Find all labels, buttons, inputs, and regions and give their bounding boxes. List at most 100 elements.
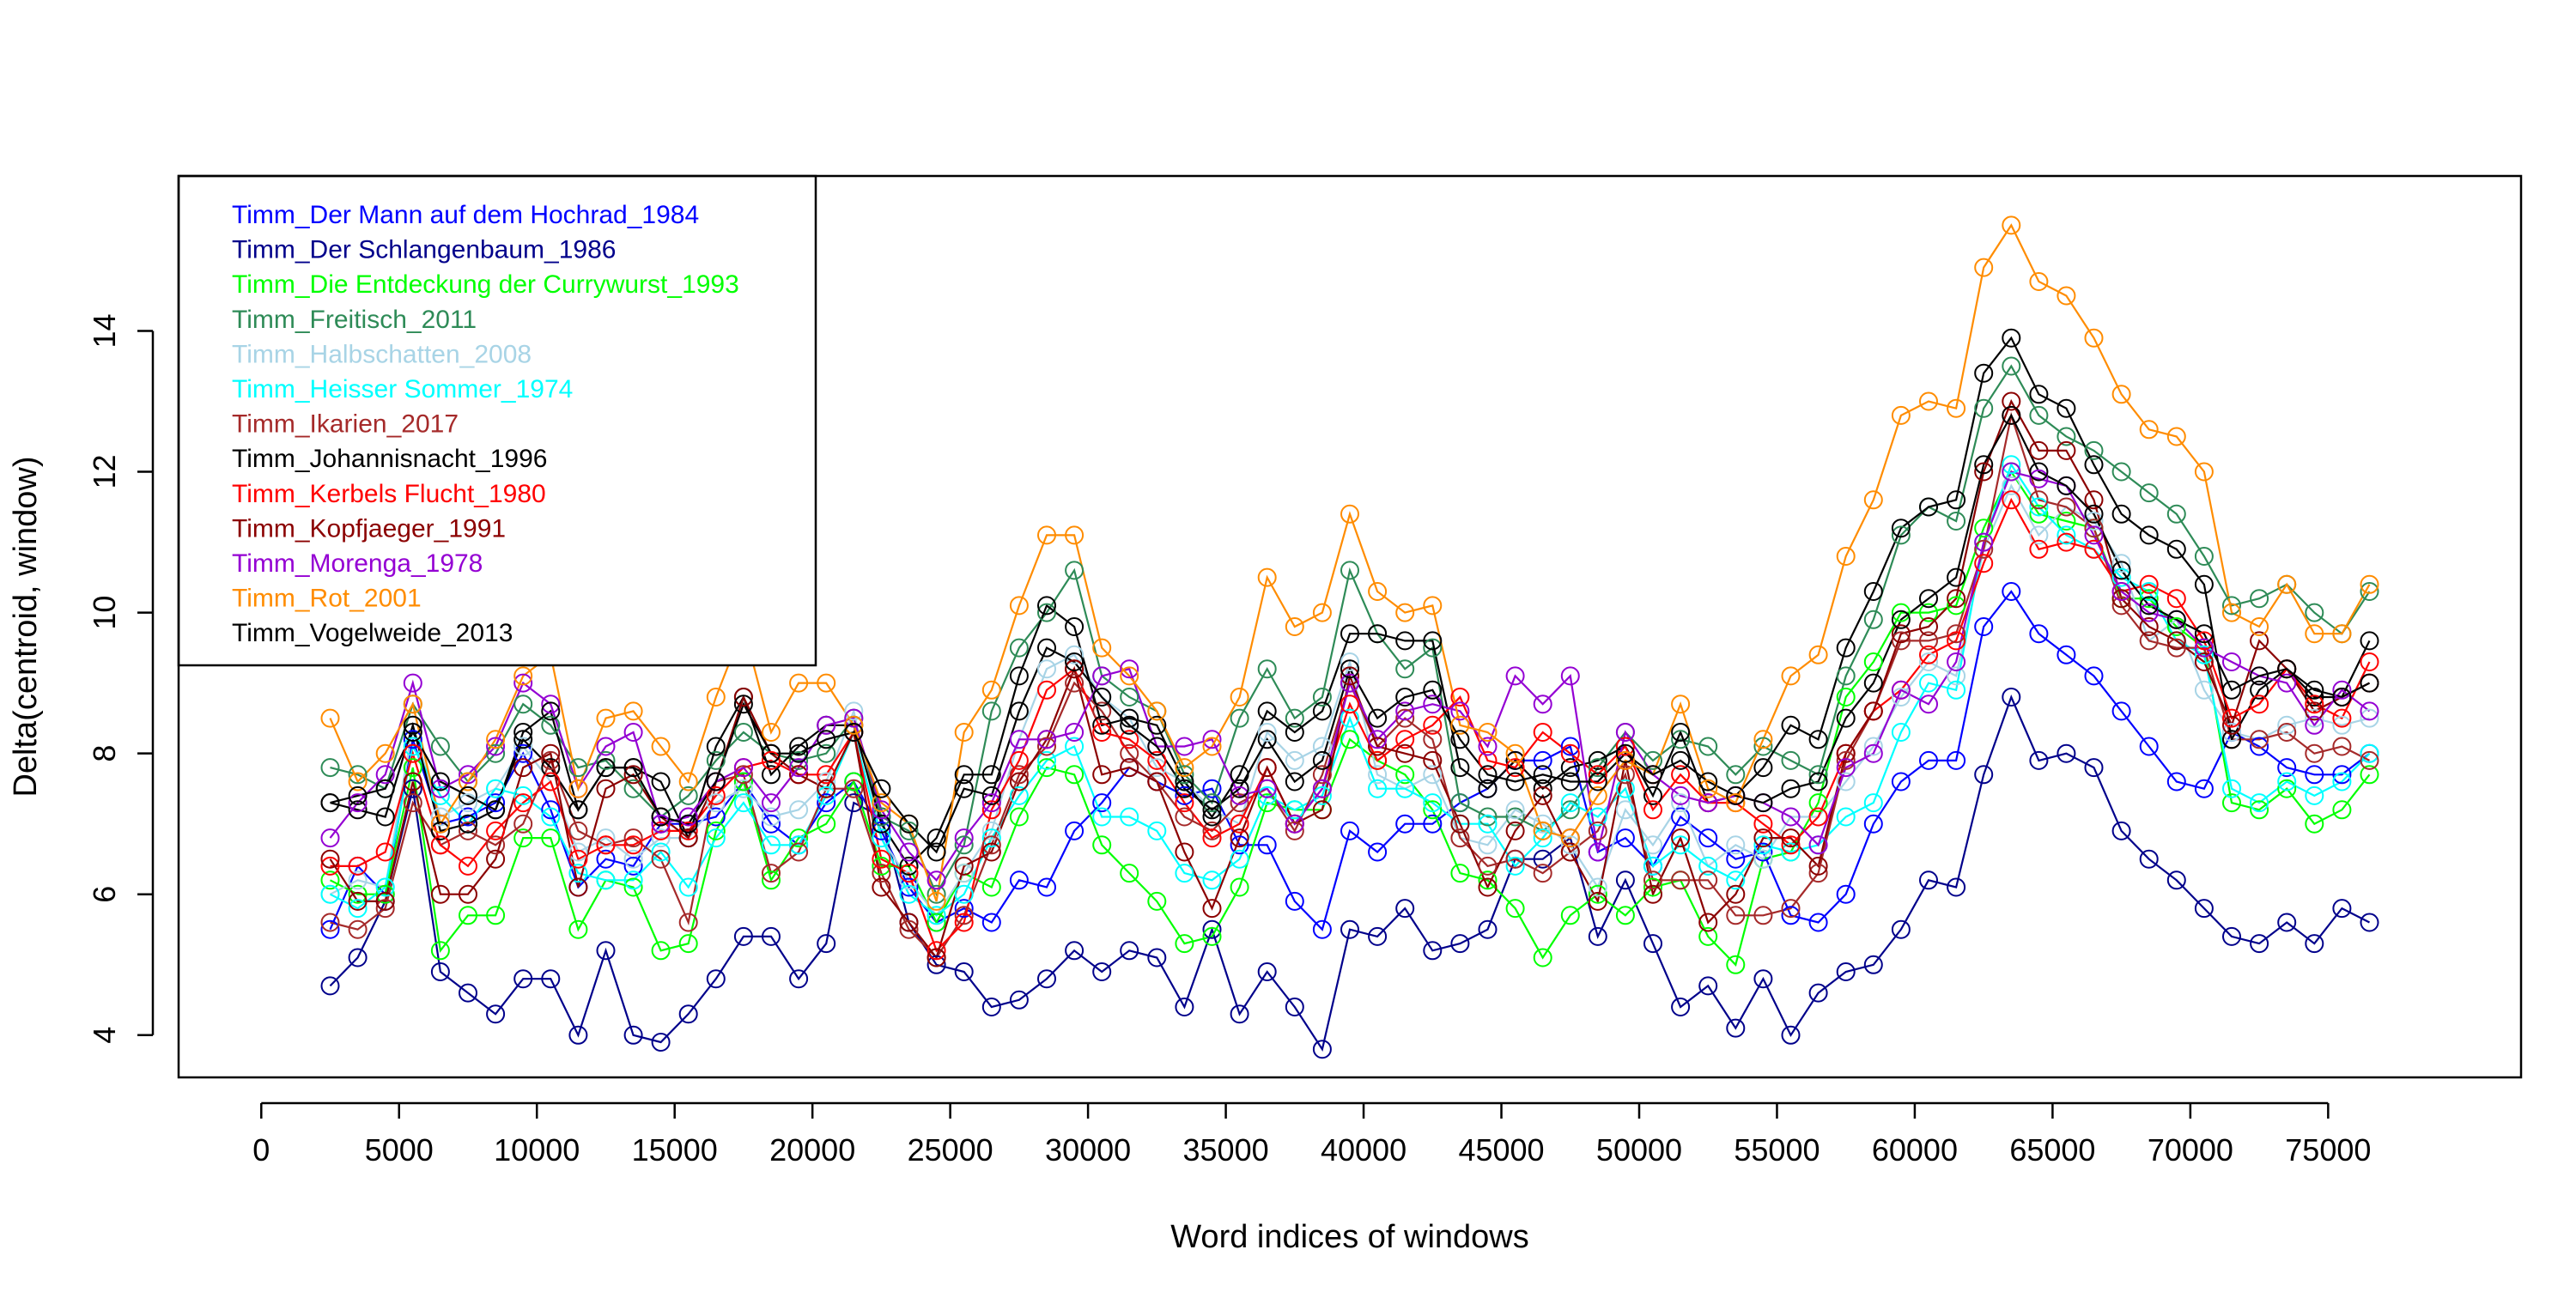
data-point (320, 919, 340, 939)
data-point (2084, 490, 2104, 510)
data-point (2139, 589, 2159, 609)
data-point (1919, 652, 1938, 671)
data-point (430, 962, 450, 981)
data-point (1450, 701, 1470, 721)
data-point (1726, 765, 1746, 785)
data-point (1947, 398, 1966, 418)
legend-entry: Timm_Kopfjaeger_1991 (232, 514, 506, 543)
data-point (706, 688, 726, 707)
data-point (789, 969, 809, 989)
data-point (1808, 772, 1828, 792)
data-point (2277, 659, 2297, 679)
data-point (1230, 779, 1249, 798)
data-point (2360, 913, 2379, 932)
data-point (1230, 793, 1249, 813)
data-point (1726, 955, 1746, 974)
data-point (1120, 807, 1139, 827)
data-point (1643, 800, 1662, 820)
data-point (1478, 807, 1498, 827)
data-point (2332, 715, 2352, 735)
data-point (459, 884, 477, 904)
data-point (1671, 786, 1691, 805)
data-point (1257, 730, 1277, 749)
data-point (2166, 589, 2186, 609)
data-point (706, 786, 726, 805)
data-point (1836, 666, 1856, 686)
x-tick-label: 60000 (1872, 1132, 1958, 1168)
data-point (403, 715, 422, 735)
data-point (762, 814, 781, 834)
data-point (1643, 786, 1662, 805)
data-point (1753, 842, 1773, 862)
data-point (817, 786, 836, 805)
data-point (1340, 673, 1359, 693)
data-point (1257, 567, 1277, 587)
data-point (1974, 554, 1994, 573)
data-point (1478, 779, 1498, 798)
data-point (2111, 385, 2131, 404)
data-point (1340, 504, 1359, 524)
data-point (1037, 638, 1056, 658)
data-point (320, 793, 340, 813)
data-point (1974, 258, 1994, 277)
data-point (1202, 737, 1222, 756)
y-axis-label: Delta(centroid, window) (8, 456, 44, 797)
data-point (1533, 864, 1552, 883)
data-point (541, 743, 561, 763)
data-point (1643, 765, 1662, 785)
data-point (2111, 701, 2131, 721)
data-point (1588, 807, 1607, 827)
data-point (954, 913, 974, 932)
data-point (762, 750, 781, 770)
data-point (1175, 998, 1194, 1016)
data-point (1423, 941, 1443, 961)
data-point (486, 1004, 506, 1024)
data-point (789, 800, 809, 820)
series-points-11 (320, 215, 2379, 911)
data-point (1230, 786, 1249, 805)
data-point (403, 793, 422, 813)
x-tick-label: 0 (252, 1132, 270, 1168)
data-point (1257, 962, 1277, 981)
x-tick-label: 25000 (908, 1132, 993, 1168)
data-point (2250, 934, 2269, 954)
data-point (1009, 786, 1029, 805)
x-tick-label: 20000 (769, 1132, 855, 1168)
data-point (541, 715, 561, 735)
data-point (320, 708, 340, 728)
data-point (513, 695, 533, 714)
data-point (348, 919, 368, 939)
data-point (1202, 899, 1222, 919)
data-point (2111, 821, 2131, 840)
data-point (1423, 814, 1443, 834)
data-point (1285, 891, 1304, 911)
x-tick-label: 15000 (632, 1132, 718, 1168)
data-point (1863, 743, 1883, 763)
data-point (1726, 786, 1746, 805)
x-tick-label: 65000 (2009, 1132, 2095, 1168)
data-point (954, 856, 974, 876)
data-point (1202, 730, 1222, 749)
data-point (1092, 962, 1112, 981)
data-point (1009, 730, 1029, 749)
data-point (1836, 807, 1856, 827)
data-point (375, 899, 395, 919)
data-point (1781, 779, 1801, 798)
y-tick-label: 10 (87, 596, 122, 630)
data-point (2194, 624, 2214, 644)
data-point (2360, 574, 2379, 594)
data-point (541, 828, 561, 848)
data-point (2111, 582, 2131, 601)
data-point (459, 765, 477, 785)
data-point (1395, 765, 1415, 785)
data-point (430, 807, 450, 827)
data-point (2305, 715, 2324, 735)
data-point (1478, 870, 1498, 890)
data-point (2360, 708, 2379, 728)
data-point (1478, 856, 1498, 876)
data-point (2332, 737, 2352, 756)
data-point (1368, 737, 1388, 756)
data-point (1533, 948, 1552, 967)
data-point (2277, 779, 2297, 798)
